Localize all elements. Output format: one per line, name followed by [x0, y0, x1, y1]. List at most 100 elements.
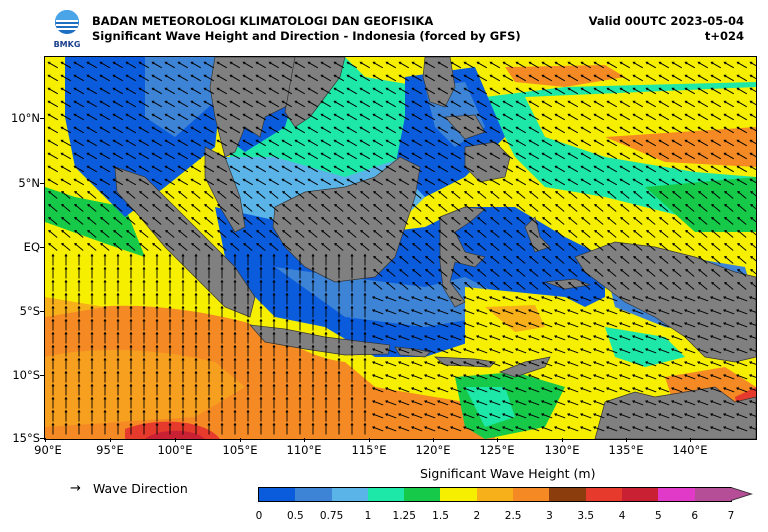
wave-arrow-head: [48, 203, 52, 207]
wave-arrow: [541, 139, 553, 147]
wave-arrow: [60, 87, 72, 95]
wave-arrow-head: [86, 139, 90, 143]
wave-arrow-head: [593, 165, 597, 169]
wave-arrow: [710, 426, 722, 432]
wave-arrow-head: [696, 322, 701, 326]
wave-arrow-head: [566, 335, 571, 339]
wave-arrow-head: [272, 279, 276, 283]
lon-tick: [690, 438, 691, 442]
wave-arrow: [282, 217, 292, 225]
wave-arrow: [620, 269, 630, 277]
wave-arrow-head: [605, 335, 610, 339]
wave-arrow-head: [515, 126, 519, 130]
wave-arrow-head: [423, 335, 428, 339]
wave-arrow: [255, 100, 267, 108]
wave-arrow: [581, 243, 591, 251]
wave-arrow-head: [411, 87, 415, 91]
wave-arrow: [450, 61, 462, 69]
wave-arrow-head: [194, 305, 198, 309]
wave-arrow: [463, 348, 475, 354]
wave-arrow-head: [307, 74, 311, 78]
wave-arrow: [736, 178, 748, 186]
wave-arrow-head: [711, 255, 715, 259]
wave-arrow: [723, 61, 735, 69]
wave-arrow-head: [410, 361, 415, 365]
wave-arrow-head: [100, 190, 104, 194]
wave-arrow: [177, 152, 189, 160]
wave-arrow-head: [268, 74, 272, 78]
wave-arrow-head: [672, 268, 676, 272]
wave-arrow-head: [60, 165, 64, 169]
wave-arrow-head: [255, 87, 259, 91]
wave-arrow-head: [373, 216, 377, 220]
wave-arrow: [476, 348, 488, 354]
wave-arrow: [606, 61, 618, 69]
wave-arrow-head: [437, 126, 441, 130]
wave-arrow-head: [113, 203, 117, 207]
wave-arrow-head: [90, 331, 94, 335]
wave-arrow: [503, 191, 513, 199]
wave-arrow-head: [311, 383, 315, 387]
wave-arrow-head: [554, 100, 558, 104]
wave-arrow: [424, 322, 436, 328]
wave-arrow: [606, 87, 618, 95]
wave-arrow-head: [528, 61, 532, 65]
wave-arrow: [411, 100, 423, 108]
wave-arrow-head: [151, 126, 155, 130]
wave-arrow: [489, 87, 501, 95]
wave-arrow: [620, 217, 630, 225]
wave-arrow: [502, 413, 514, 419]
wave-arrow: [567, 387, 579, 393]
wave-arrow-head: [177, 113, 181, 117]
wave-arrow-head: [554, 178, 558, 182]
wave-arrow-head: [593, 74, 597, 78]
wave-arrow-head: [324, 344, 328, 348]
wave-arrow-head: [567, 126, 571, 130]
wave-arrow-head: [216, 87, 220, 91]
wave-arrow: [606, 309, 618, 315]
wave-arrow: [178, 204, 188, 212]
wave-arrow-head: [631, 400, 636, 404]
wave-arrow: [476, 139, 488, 147]
wave-arrow-head: [129, 344, 133, 348]
wave-arrow: [580, 296, 592, 302]
wave-arrow-head: [47, 178, 51, 182]
wave-arrow-head: [285, 305, 289, 309]
wave-arrow: [385, 322, 397, 328]
wave-arrow: [86, 113, 98, 121]
wave-arrow: [463, 335, 475, 341]
wave-arrow-head: [645, 165, 649, 169]
wave-arrow: [594, 191, 604, 199]
wave-arrow-head: [423, 400, 428, 404]
wave-arrow-head: [529, 203, 533, 207]
wave-arrow-head: [724, 281, 728, 285]
wave-arrow-head: [516, 281, 520, 285]
wave-arrow: [736, 387, 748, 393]
wave-arrow-head: [138, 87, 142, 91]
wave-arrow-head: [363, 292, 367, 296]
wave-arrow: [736, 309, 748, 315]
wave-arrow: [671, 61, 683, 69]
wave-arrow-head: [646, 281, 650, 285]
wave-arrow-head: [285, 266, 289, 270]
wave-arrow-head: [566, 296, 571, 300]
wave-arrow-head: [463, 126, 467, 130]
wave-arrow-head: [502, 152, 506, 156]
wave-arrow-head: [579, 361, 584, 365]
wave-arrow: [710, 87, 722, 95]
wave-arrow-head: [281, 126, 285, 130]
wave-arrow-head: [77, 357, 81, 361]
wave-arrow-head: [709, 387, 714, 391]
wave-arrow: [86, 139, 98, 147]
wave-arrow-head: [77, 305, 81, 309]
wave-arrow-head: [736, 139, 740, 143]
wave-arrow-head: [129, 357, 133, 361]
wave-arrow-head: [697, 74, 701, 78]
wave-arrow-head: [568, 268, 572, 272]
wave-arrow-head: [294, 152, 298, 156]
wave-arrow-head: [620, 229, 624, 233]
wave-arrow-head: [229, 74, 233, 78]
wave-arrow: [542, 243, 552, 251]
wave-arrow-head: [203, 126, 207, 130]
wave-arrow: [711, 243, 721, 251]
